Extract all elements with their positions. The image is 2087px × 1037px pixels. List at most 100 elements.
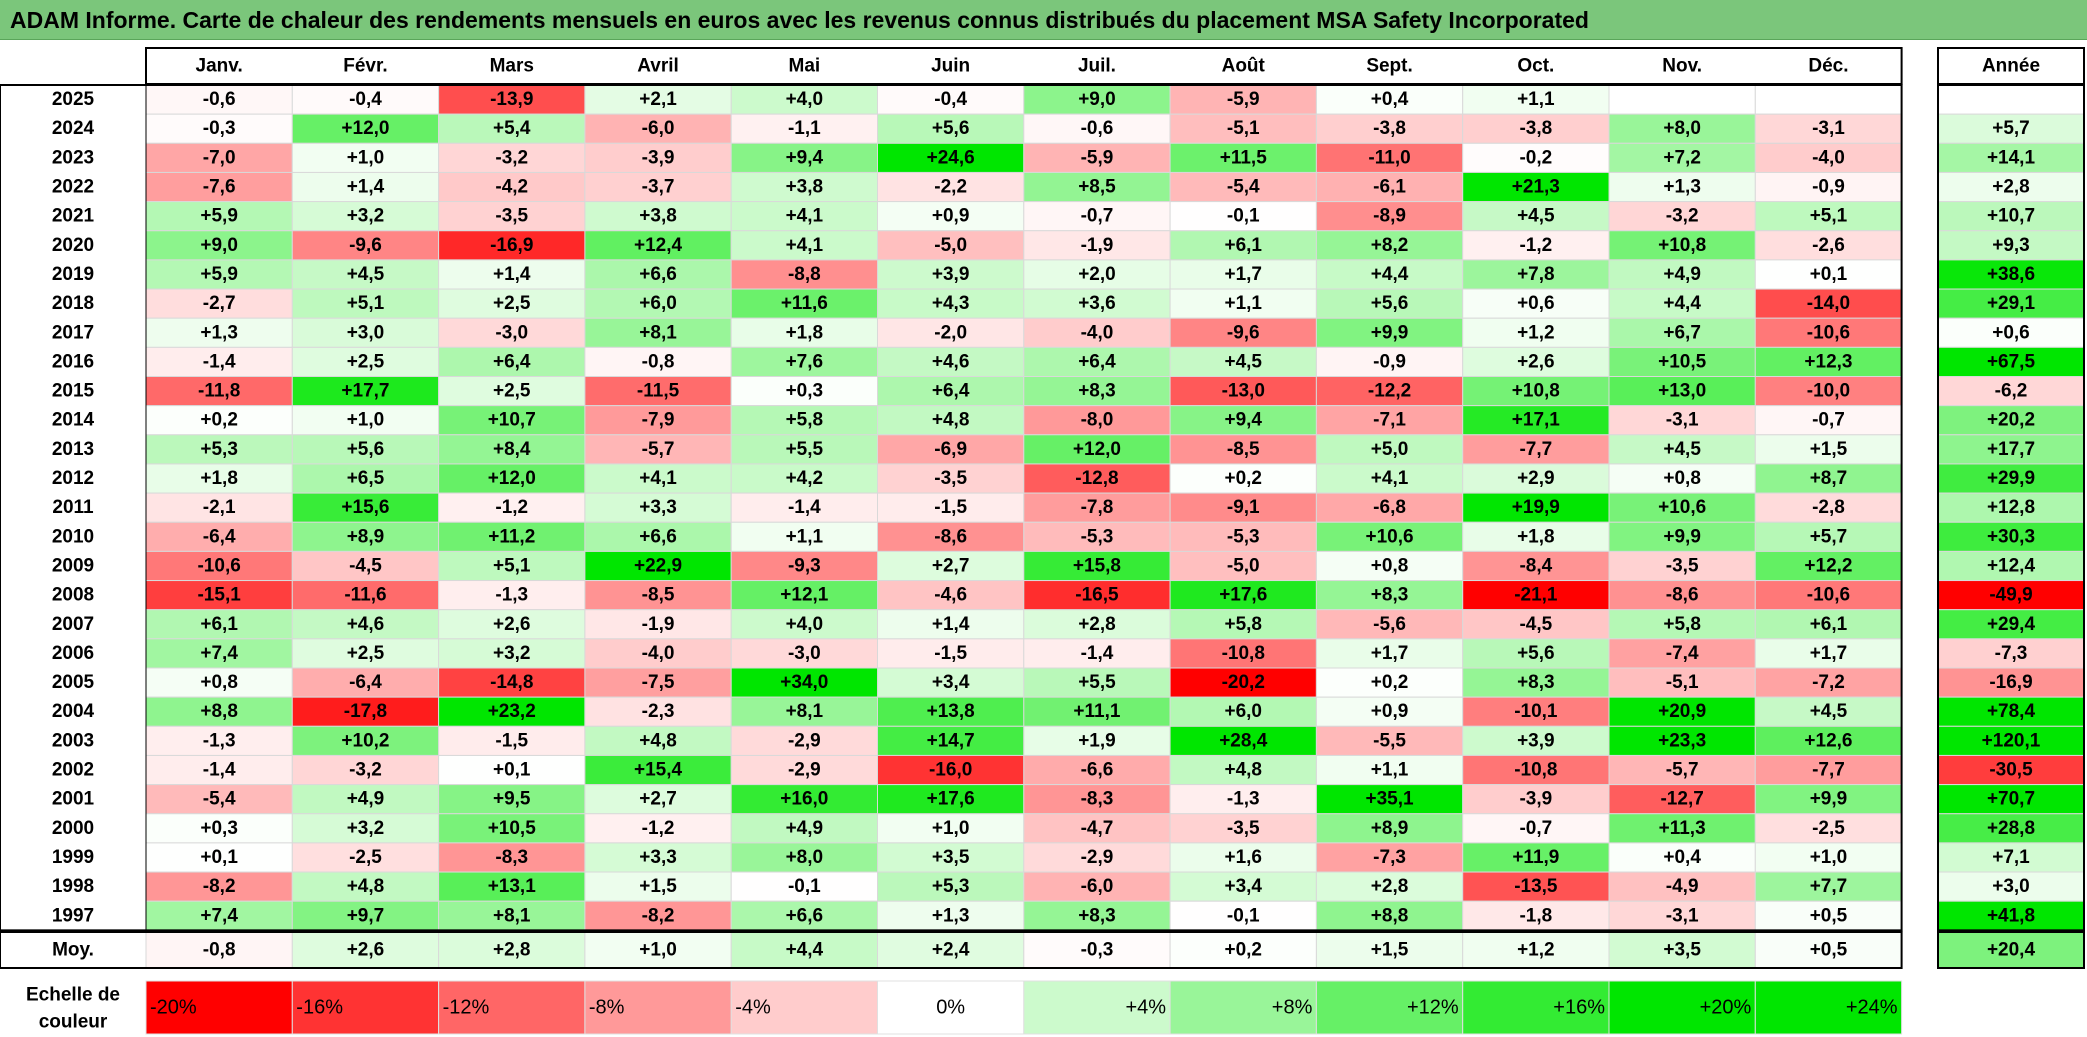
heatmap-cell: [1608, 609, 1756, 640]
cell-value: -11,8: [198, 381, 240, 402]
cell-value: -15,1: [197, 585, 241, 606]
year-label: 2024: [52, 118, 95, 139]
heatmap-cell: [584, 434, 732, 465]
heatmap-cell: [1315, 696, 1464, 727]
heatmap-cell: [291, 288, 440, 319]
cell-value: +1,8: [1517, 526, 1555, 547]
cell-value: -0,3: [203, 118, 236, 139]
heatmap-cell: [1608, 346, 1756, 378]
cell-value: -8,6: [1666, 585, 1699, 606]
cell-value: +9,0: [200, 235, 238, 256]
annual-value: +2,8: [1992, 177, 2030, 198]
heatmap-cell: [584, 317, 732, 348]
annual-cell: [1937, 725, 2085, 756]
cell-value: -2,9: [788, 730, 821, 751]
cell-value: -0,7: [1519, 818, 1552, 839]
heatmap-cell: [1169, 171, 1317, 203]
heatmap-cell: [1169, 434, 1317, 465]
cell-value: +7,4: [200, 643, 238, 664]
year-label: 2011: [52, 497, 94, 518]
cell-value: -4,0: [1812, 147, 1845, 168]
year-label: 2002: [52, 760, 94, 781]
heatmap-cell: [877, 434, 1025, 465]
average-border: [0, 931, 1903, 969]
cell-value: -3,8: [1373, 118, 1406, 139]
cell-value: +0,6: [1517, 293, 1555, 314]
cell-value: +34,0: [780, 672, 828, 693]
cell-value: +4,9: [786, 818, 824, 839]
year-label: 2023: [52, 147, 94, 168]
annual-cell: [1937, 667, 2085, 698]
cell-value: -1,2: [495, 497, 528, 518]
cell-value: +9,9: [1663, 526, 1701, 547]
cell-value: +1,6: [1224, 847, 1262, 868]
heatmap-cell: [1754, 842, 1903, 873]
cell-value: +2,1: [639, 89, 677, 110]
heatmap-cell: [877, 696, 1025, 727]
average-cell: [438, 931, 586, 969]
cell-value: +6,4: [493, 351, 531, 372]
annual-value: +3,0: [1992, 876, 2030, 897]
cell-value: +5,6: [1517, 643, 1555, 664]
cell-value: -3,5: [495, 206, 528, 227]
heatmap-cell: [1315, 201, 1464, 232]
heatmap-cell: [730, 609, 879, 640]
cell-value: -6,4: [203, 526, 236, 547]
cell-value: -1,4: [788, 497, 821, 518]
heatmap-cell: [1169, 638, 1317, 669]
cell-value: +8,0: [786, 847, 824, 868]
cell-value: +1,1: [1224, 293, 1262, 314]
heatmap-cell: [291, 696, 440, 727]
heatmap-cell: [730, 376, 879, 407]
cell-value: +12,0: [488, 468, 536, 489]
cell-value: +6,6: [786, 905, 824, 926]
heatmap-cell: [1462, 463, 1610, 494]
heatmap-cell: [1315, 376, 1464, 407]
cell-value: +1,1: [1371, 760, 1409, 781]
cell-value: +1,2: [1517, 322, 1555, 343]
heatmap-cell: [1462, 521, 1610, 552]
heatmap-cell: [1608, 580, 1756, 611]
heatmap-cell: [1023, 725, 1171, 756]
cell-value: +0,3: [200, 818, 238, 839]
heatmap-cell: [584, 900, 732, 931]
cell-value: +15,8: [1073, 555, 1121, 576]
heatmap-cell: [145, 725, 293, 756]
heatmap-cell: [1462, 609, 1610, 640]
cell-value: -4,5: [1519, 614, 1552, 635]
heatmap-cell: [1023, 230, 1171, 261]
cell-value: -10,0: [1807, 381, 1850, 402]
average-value: +1,2: [1517, 940, 1555, 961]
cell-value: +6,5: [347, 468, 385, 489]
cell-value: +3,9: [1517, 730, 1555, 751]
heatmap-cell: [145, 405, 293, 436]
cell-value: -7,3: [1373, 847, 1406, 868]
cell-value: +7,2: [1663, 147, 1701, 168]
month-header-2: Févr.: [343, 56, 387, 77]
cell-value: -3,0: [495, 322, 528, 343]
heatmap-cell: [1462, 667, 1610, 698]
cell-value: +1,7: [1224, 264, 1262, 285]
year-label: 2022: [52, 177, 94, 198]
cell-value: -10,8: [1222, 643, 1265, 664]
cell-value: -5,1: [1227, 118, 1260, 139]
cell-value: -17,8: [344, 701, 387, 722]
cell-value: +6,0: [1224, 701, 1262, 722]
cell-value: -0,1: [1227, 206, 1260, 227]
legend-label: +12%: [1407, 997, 1459, 1019]
cell-value: +4,1: [1371, 468, 1409, 489]
heatmap-cell: [1023, 784, 1171, 815]
cell-value: -5,6: [1373, 614, 1406, 635]
cell-value: +2,5: [493, 381, 531, 402]
cell-value: -0,8: [642, 351, 675, 372]
heatmap-cell: [1023, 521, 1171, 552]
heatmap-cell: [1462, 638, 1610, 669]
cell-value: -0,1: [788, 876, 821, 897]
cell-value: +10,8: [1658, 235, 1706, 256]
annual-cell: [1937, 84, 2085, 115]
heatmap-cell: [1462, 317, 1610, 348]
cell-value: +12,3: [1804, 351, 1852, 372]
cell-value: -6,0: [1081, 876, 1114, 897]
average-annual-cell: [1937, 931, 2085, 969]
cell-value: -3,1: [1666, 410, 1699, 431]
